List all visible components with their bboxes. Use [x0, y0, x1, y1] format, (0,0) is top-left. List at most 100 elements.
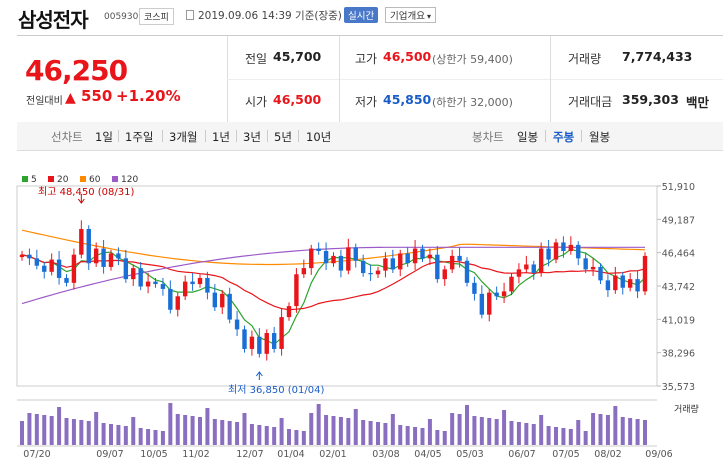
candle-body: [360, 260, 366, 274]
volume-bar: [324, 415, 329, 445]
candle-body: [123, 258, 129, 280]
candle-body: [598, 266, 603, 281]
candle-body: [524, 264, 529, 270]
candle-body: [620, 275, 625, 288]
candle-body: [227, 293, 232, 320]
candle-body: [86, 228, 91, 264]
volume-bar: [116, 425, 121, 445]
legend-label: 120: [121, 175, 138, 185]
x-tick-label: 06/07: [508, 449, 535, 460]
candle-body: [301, 268, 307, 275]
volume-bar: [146, 429, 151, 445]
candle-body: [449, 255, 455, 270]
volume-bar: [264, 426, 269, 445]
candle-body: [516, 269, 522, 277]
y-tick-label: 49,187: [662, 215, 695, 226]
volume-bars: [20, 403, 647, 445]
volume-bar: [123, 426, 128, 445]
candle-body: [323, 251, 329, 264]
volume-bar: [27, 413, 32, 445]
x-tick-label: 09/07: [96, 449, 123, 460]
volume-bar: [531, 424, 536, 445]
volume-bar: [605, 415, 610, 445]
company-info-label: 기업개요: [390, 11, 425, 22]
open-label: 시가: [245, 95, 268, 109]
candle-body: [212, 292, 218, 308]
volume-bar: [420, 428, 425, 445]
volume-bar: [376, 422, 380, 445]
legend-label: 5: [31, 175, 37, 185]
volume-bar: [583, 431, 588, 445]
x-tick-label: 09/06: [645, 449, 672, 460]
volume-bar: [34, 414, 39, 445]
tab-weekly[interactable]: 주봉: [553, 130, 575, 144]
candle-body: [479, 293, 485, 315]
candle-body: [34, 258, 40, 266]
candle-body: [108, 253, 114, 267]
candle-body: [316, 248, 321, 252]
volume-bar: [598, 414, 603, 445]
tab-1week[interactable]: 1주일: [125, 130, 154, 144]
volume-bar: [643, 420, 647, 445]
tab-3month[interactable]: 3개월: [169, 130, 198, 144]
market-badge: 코스피: [139, 8, 174, 25]
chart-legend: 5 20 60 120: [22, 175, 138, 185]
candle-body: [346, 247, 351, 271]
volume-bar: [502, 410, 507, 445]
legend-swatch: [22, 176, 28, 182]
volume-bar: [479, 417, 484, 445]
tab-10year[interactable]: 10년: [306, 130, 332, 144]
volume-bar: [131, 417, 136, 445]
candle-body: [182, 281, 188, 297]
candle-body: [64, 277, 69, 283]
volume-bar: [205, 408, 210, 445]
tab-divider: [267, 130, 268, 142]
volume-bar: [361, 420, 366, 445]
candle-body: [116, 253, 121, 259]
candle-body: [279, 317, 284, 349]
candle-body: [368, 273, 373, 275]
candle-body: [383, 258, 388, 271]
x-tick-label: 03/08: [372, 449, 399, 460]
stock-chart[interactable]: 5 20 60 120 최고 48,450 (08/31) 최저 36,850 (01/…: [0, 150, 723, 476]
tab-monthly[interactable]: 월봉: [589, 130, 611, 144]
tab-divider: [298, 130, 299, 142]
candle-body: [590, 266, 596, 270]
candle-body: [442, 269, 447, 280]
volume-bar: [49, 416, 54, 445]
prev-close-label: 전일: [245, 52, 268, 66]
x-tick-label: 01/04: [277, 449, 304, 460]
volume-bar: [309, 413, 314, 445]
company-info-dropdown[interactable]: 기업개요 ▾: [385, 7, 436, 23]
volume-bar: [316, 404, 321, 445]
tab-1year[interactable]: 1년: [212, 130, 230, 144]
x-tick-label: 08/02: [594, 449, 621, 460]
volume-bar: [331, 416, 336, 445]
tab-daily[interactable]: 일봉: [517, 130, 539, 144]
y-tick-label: 51,910: [662, 182, 695, 193]
divider: [339, 36, 340, 122]
tab-5year[interactable]: 5년: [274, 130, 292, 144]
amount-value: 359,303: [622, 92, 679, 107]
stock-header: 삼성전자 005930 코스피 2019.09.06 14:39 기준(장중) …: [0, 0, 723, 32]
volume-bar: [509, 421, 514, 445]
volume-bar: [524, 423, 529, 445]
divider: [227, 79, 723, 80]
candle-body: [27, 254, 32, 259]
volume-bar: [279, 418, 284, 445]
volume-bar: [427, 419, 432, 445]
candle-body: [568, 244, 574, 252]
candle-body: [271, 333, 277, 349]
candle-body: [546, 248, 551, 260]
amount-label: 거래대금: [568, 95, 613, 109]
tab-1day[interactable]: 1일: [95, 130, 113, 144]
x-tick-label: 12/07: [236, 449, 263, 460]
volume-bar: [272, 427, 277, 445]
candle-body: [642, 255, 648, 292]
candle-body: [56, 259, 62, 278]
x-tick-label: 04/05: [414, 449, 441, 460]
realtime-button[interactable]: 실시간: [344, 7, 379, 23]
tab-3year[interactable]: 3년: [243, 130, 261, 144]
volume-label: 거래량: [674, 403, 699, 415]
y-tick-label: 43,742: [662, 282, 695, 293]
